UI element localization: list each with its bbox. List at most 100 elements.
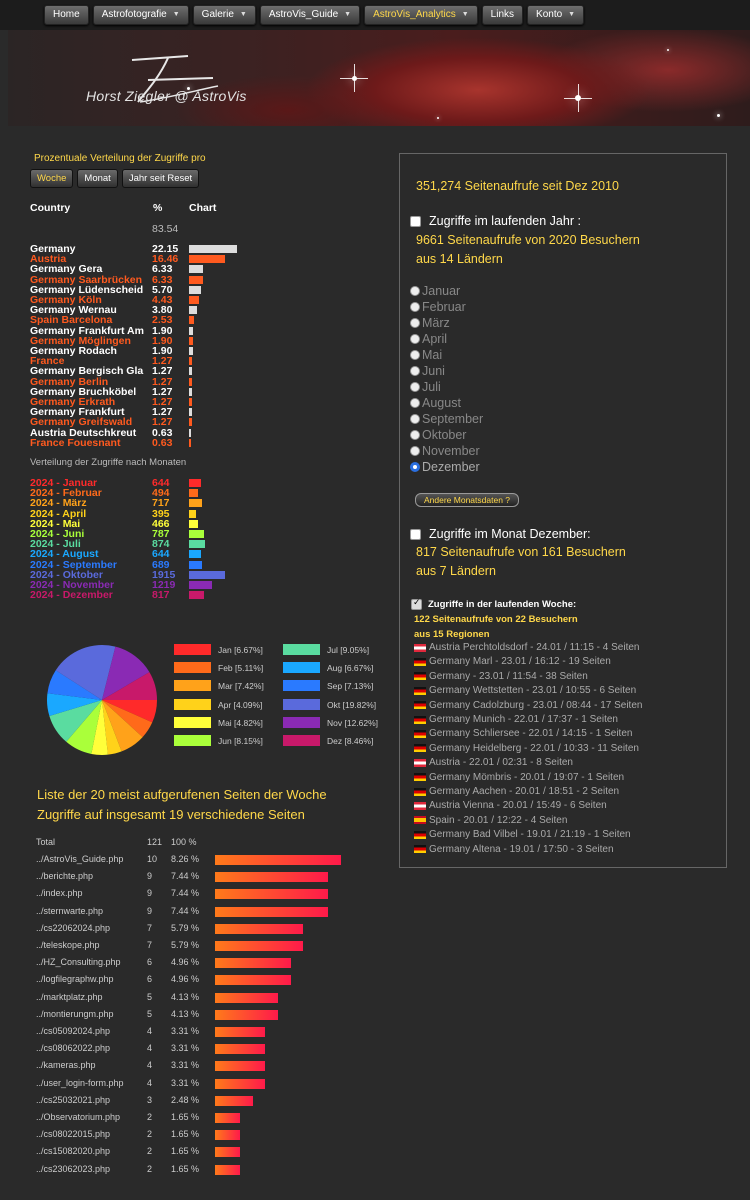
tab-monat[interactable]: Monat — [77, 169, 118, 188]
country-bar — [189, 306, 198, 315]
page-link[interactable]: ../HZ_Consulting.php — [36, 957, 121, 968]
month-bar — [189, 591, 205, 600]
page-count: 4 — [147, 1026, 153, 1036]
nav-item-label: AstroVis_Analytics — [373, 9, 456, 20]
radio-button[interactable] — [410, 398, 420, 408]
page-bar — [215, 872, 329, 883]
month-radio-februar[interactable]: Februar — [410, 300, 466, 314]
visit-text: Germany Mömbris - 20.01 / 19:07 - 1 Seit… — [429, 771, 625, 783]
country-percent: 1.27 — [152, 385, 173, 398]
page-link[interactable]: ../cs15082020.php — [36, 1146, 111, 1157]
other-months-button[interactable]: Andere Monatsdaten ? — [415, 493, 520, 507]
radio-button[interactable] — [410, 318, 420, 328]
legend-label: Jun [8.15%] — [218, 736, 263, 746]
page-link[interactable]: ../berichte.php — [36, 871, 94, 882]
month-bar — [189, 550, 202, 559]
page-link[interactable]: ../user_login-form.php — [36, 1077, 124, 1088]
page-link[interactable]: ../cs08022015.php — [36, 1129, 111, 1140]
country-bar — [189, 347, 194, 355]
month-radio-april[interactable]: April — [410, 332, 447, 346]
month-radio-juli[interactable]: Juli — [410, 380, 441, 394]
month-count: 874 — [152, 538, 170, 551]
month-radio-august[interactable]: August — [410, 396, 461, 410]
radio-button[interactable] — [410, 430, 420, 440]
page-count: 5 — [147, 991, 153, 1002]
radio-button[interactable] — [410, 414, 420, 424]
germany-flag-icon — [414, 701, 426, 710]
radio-label: November — [422, 444, 480, 458]
nav-item-astrovis-guide[interactable]: AstroVis_Guide ▼ — [259, 5, 361, 25]
month-summary-line2: aus 7 Ländern — [416, 564, 496, 578]
radio-button[interactable] — [410, 382, 420, 392]
country-name: Germany Gera — [30, 263, 103, 276]
country-percent: 1.90 — [152, 334, 173, 347]
page-link[interactable]: ../Observatorium.php — [36, 1112, 121, 1122]
month-radio-märz[interactable]: März — [410, 316, 450, 330]
radio-button[interactable] — [410, 302, 420, 312]
page-link[interactable]: ../logfilegraphw.php — [36, 974, 114, 985]
germany-flag-icon — [414, 715, 426, 724]
month-radio-juni[interactable]: Juni — [410, 364, 445, 378]
page-link[interactable]: ../cs22062024.php — [36, 922, 111, 933]
country-percent: 1.27 — [152, 375, 173, 388]
country-percent: 5.70 — [152, 283, 173, 296]
page-link[interactable]: ../montierungm.php — [36, 1008, 114, 1019]
nav-item-astrofotografie[interactable]: Astrofotografie ▼ — [92, 5, 189, 25]
pages-section-subtitle: Zugriffe auf insgesamt 19 verschiedene S… — [37, 807, 305, 822]
visit-entry: Germany Heidelberg - 22.01 / 10:33 - 11 … — [414, 743, 639, 754]
page-bar — [215, 1164, 241, 1175]
month-label: 2024 - August — [30, 548, 99, 561]
visit-entry: Germany Aachen - 20.01 / 18:51 - 2 Seite… — [414, 786, 619, 797]
page-link[interactable]: ../cs25032021.php — [36, 1094, 111, 1105]
page-count: 2 — [147, 1112, 153, 1122]
nav-item-links[interactable]: Links — [481, 5, 524, 25]
country-percent: 1.27 — [152, 416, 173, 429]
radio-button[interactable] — [410, 334, 420, 344]
nav-item-konto[interactable]: Konto ▼ — [527, 5, 585, 25]
month-radio-september[interactable]: September — [410, 412, 483, 426]
page-percent: 1.65 % — [171, 1163, 200, 1174]
month-section-title: Verteilung der Zugriffe nach Monaten — [30, 457, 187, 468]
week-row: Zugriffe in der laufenden Woche: — [411, 597, 576, 610]
radio-button[interactable] — [410, 462, 420, 472]
page-link[interactable]: ../teleskope.php — [36, 940, 100, 950]
month-radio-november[interactable]: November — [410, 444, 480, 458]
nav-item-galerie[interactable]: Galerie ▼ — [192, 5, 256, 25]
nav-item-astrovis-analytics[interactable]: AstroVis_Analytics ▼ — [364, 5, 478, 25]
month-radio-oktober[interactable]: Oktober — [410, 428, 466, 442]
page-link[interactable]: ../kameras.php — [36, 1060, 96, 1071]
total-percent: 83.54 — [152, 223, 179, 235]
page-percent: 4.13 % — [171, 991, 200, 1002]
month-radio-mai[interactable]: Mai — [410, 348, 442, 362]
page-percent: 3.31 % — [171, 1043, 200, 1054]
year-checkbox[interactable] — [410, 215, 421, 227]
month-radio-januar[interactable]: Januar — [410, 284, 460, 298]
month-checkbox[interactable] — [410, 528, 421, 540]
page-count: 9 — [147, 888, 153, 899]
page-link[interactable]: ../AstroVis_Guide.php — [36, 854, 124, 864]
radio-button[interactable] — [410, 446, 420, 456]
page-link[interactable]: ../cs08062022.php — [36, 1043, 111, 1054]
page-link[interactable]: ../index.php — [36, 888, 83, 899]
page-link[interactable]: ../cs23062023.php — [36, 1163, 111, 1174]
germany-flag-icon — [414, 787, 426, 796]
page-link[interactable]: ../cs05092024.php — [36, 1026, 111, 1036]
month-radio-dezember[interactable]: Dezember — [410, 460, 480, 474]
nav-item-home[interactable]: Home — [44, 5, 89, 25]
radio-button[interactable] — [410, 286, 420, 296]
tab-woche[interactable]: Woche — [30, 169, 74, 188]
radio-button[interactable] — [410, 350, 420, 360]
week-checkbox[interactable] — [411, 597, 422, 610]
page-link[interactable]: ../sternwarte.php — [36, 905, 104, 916]
star-icon — [667, 49, 669, 51]
year-summary-line2: aus 14 Ländern — [416, 252, 503, 266]
tab-jahr-seit-reset[interactable]: Jahr seit Reset — [121, 169, 200, 188]
page-percent: 4.13 % — [171, 1008, 200, 1019]
pie-slice-mar — [102, 700, 143, 752]
page-link[interactable]: ../marktplatz.php — [36, 991, 103, 1002]
country-percent: 2.53 — [152, 314, 173, 327]
pie-slice-jul — [49, 700, 102, 742]
visit-text: Austria - 22.01 / 02:31 - 8 Seiten — [429, 757, 573, 769]
page-count: 2 — [147, 1146, 153, 1157]
radio-button[interactable] — [410, 366, 420, 376]
